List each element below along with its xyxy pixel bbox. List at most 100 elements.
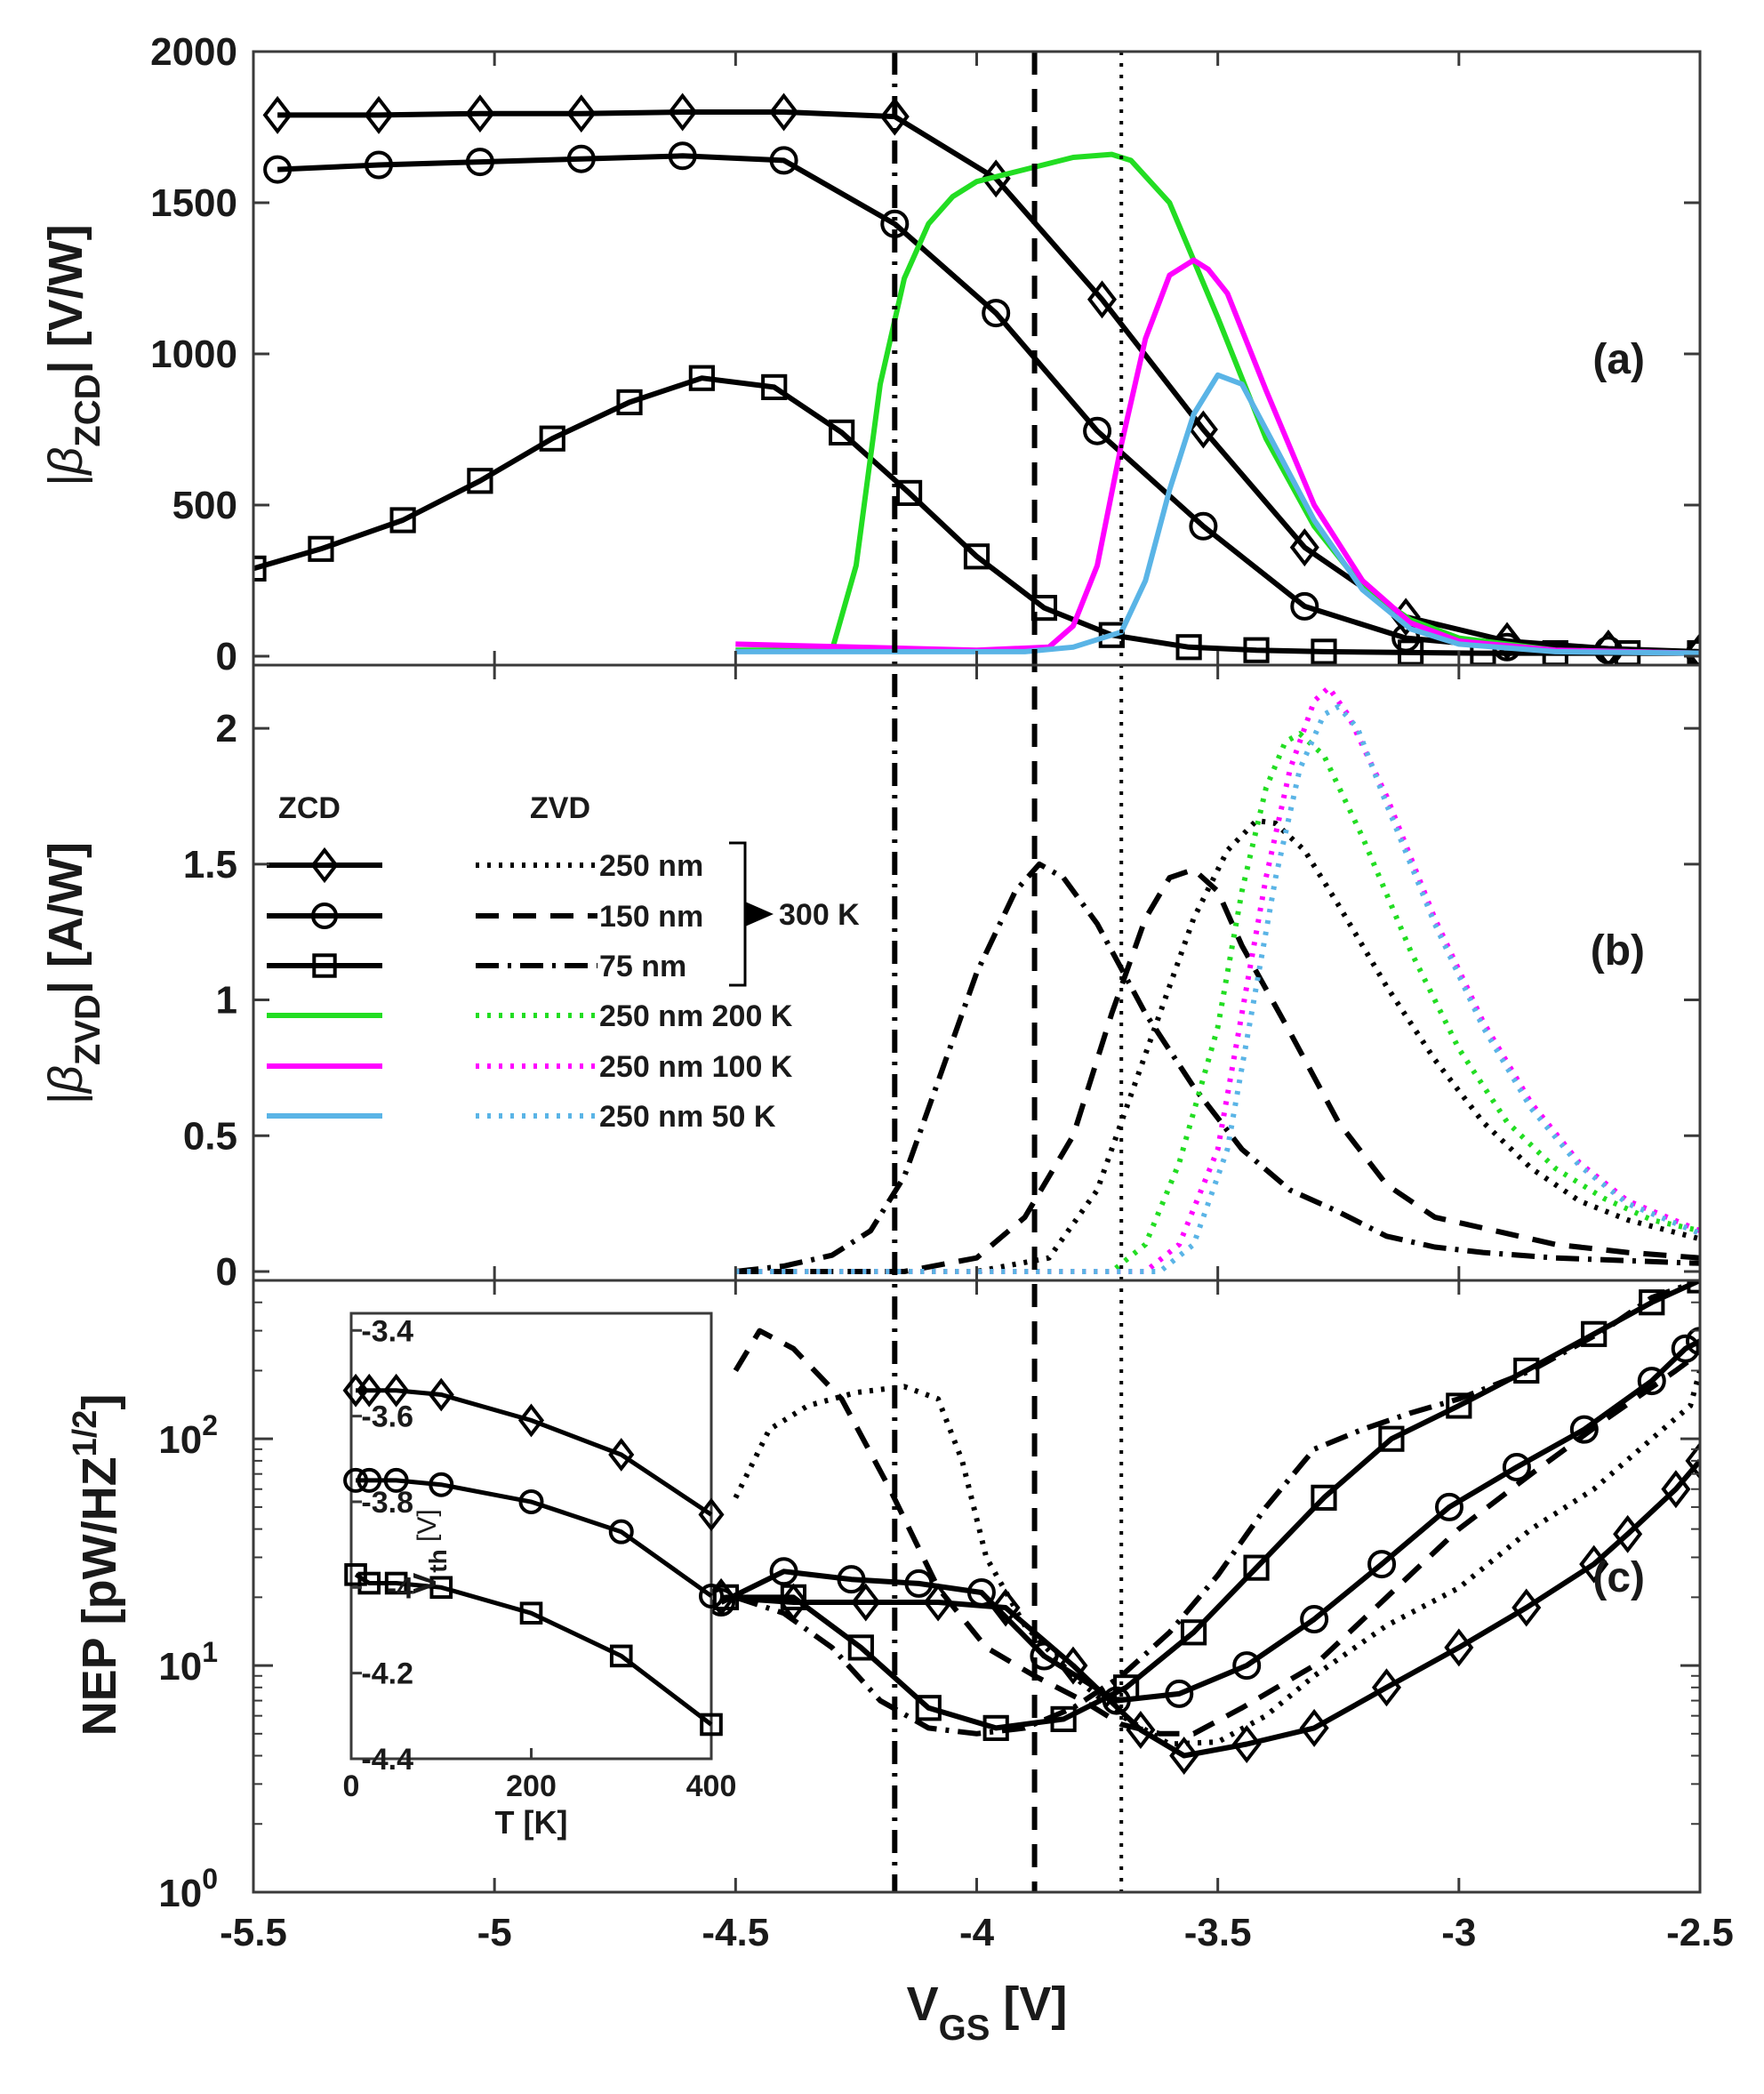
circle-marker	[1290, 591, 1319, 621]
inset-square-marker	[700, 1713, 723, 1737]
diamond-marker	[769, 92, 799, 132]
legend-bracket-label: 300 K	[779, 898, 860, 932]
x-axis-label: VGS [V]	[907, 1978, 1068, 2048]
square-marker	[253, 555, 267, 582]
circle-marker	[668, 141, 697, 171]
xtick-label: -3.5	[1184, 1911, 1252, 1954]
circle-marker	[566, 144, 596, 173]
a-series-zcd-250-nm-200-k	[735, 151, 1700, 656]
diamond-marker	[262, 95, 293, 134]
square-marker	[308, 535, 334, 562]
c-markers	[712, 1280, 1700, 1741]
circle-marker	[1434, 1492, 1463, 1521]
legend-bracket-arrow	[745, 902, 774, 927]
inset-diamond-marker	[608, 1438, 635, 1472]
circle-marker	[1637, 1367, 1666, 1396]
b-series-zvd-250-nm-200-k	[735, 731, 1700, 1274]
c-series-zvd-250-nm-300-k	[733, 1369, 1700, 1747]
square-marker	[761, 373, 788, 400]
diamond-marker	[1579, 1544, 1609, 1584]
legend-header-zcd: ZCD	[278, 791, 341, 825]
square-marker	[1378, 1425, 1405, 1452]
inset-frame	[349, 1312, 713, 1761]
diamond-marker	[1661, 1470, 1691, 1509]
inset-series-75-nm	[354, 1572, 713, 1727]
diamond-marker	[1058, 1646, 1088, 1685]
inset-square-marker	[519, 1601, 543, 1625]
legend-zvd-label: 150 nm	[599, 900, 703, 934]
diamond-marker	[1169, 1737, 1199, 1776]
a-series-zcd-250-nm-100-k	[735, 257, 1700, 656]
a-series-zcd-250-nm-300-k	[277, 109, 1700, 654]
square-marker	[1113, 1674, 1140, 1701]
square-marker	[1243, 1554, 1270, 1581]
inset-x-axis-label: T [K]	[495, 1804, 568, 1841]
square-marker	[1581, 1320, 1608, 1347]
c-series-zvd-150-nm-300-k	[733, 1328, 1700, 1737]
square-marker	[1030, 595, 1058, 622]
square-marker	[1098, 622, 1125, 648]
square-marker	[1513, 1357, 1540, 1384]
circle-marker	[365, 150, 394, 180]
panel-label-a: (a)	[1592, 336, 1645, 383]
square-marker	[389, 507, 416, 534]
square-marker	[829, 419, 855, 445]
circle-marker	[1569, 1415, 1599, 1444]
c-series-zvd-75-nm-300-k	[734, 1280, 1700, 1737]
inset-series-250-nm	[356, 1388, 713, 1517]
square-marker	[1639, 1289, 1665, 1316]
b-series-zvd-75-nm-300-k	[734, 861, 1700, 1274]
circle-marker	[1165, 1679, 1194, 1708]
c-series-zcd-75-nm-300-k	[726, 1280, 1700, 1731]
legend-diamond-marker	[310, 846, 339, 884]
shared-x-axis: -5.5 -5 -4.5 -4 -3.5 -3 -2.5 VGS [V]	[220, 1911, 1734, 2048]
inset-ytick-label: -4	[387, 1571, 413, 1605]
diamond-marker	[1086, 280, 1118, 319]
a-series-zcd-250-nm-50-k	[735, 372, 1700, 656]
inset-vth-vs-t: -3.4 -3.6 -3.8 -4 -4.2 -4.40 200 400 T [K] Vth [V…	[343, 1312, 736, 1841]
legend-zvd-label: 75 nm	[599, 950, 686, 983]
c-markers	[706, 1441, 1700, 1776]
c-series-zcd-250-nm-300-k	[720, 1458, 1700, 1759]
a-ytick-label: 500	[172, 484, 237, 527]
diamond-marker	[1685, 1441, 1700, 1480]
inset-diamond-marker	[517, 1403, 545, 1438]
a-series-zcd-75-nm-300-k	[253, 375, 1700, 656]
circle-marker	[769, 146, 798, 175]
inset-circle-marker	[608, 1519, 634, 1544]
square-marker	[915, 1695, 942, 1721]
b-ytick-label: 0	[216, 1250, 237, 1294]
circle-marker	[1083, 416, 1112, 445]
panel-a	[253, 92, 1700, 665]
b-series-zvd-250-nm-50-k	[735, 703, 1700, 1274]
diamond-marker	[465, 94, 495, 133]
square-marker	[847, 1634, 874, 1661]
threshold-lines	[892, 52, 1124, 1892]
inset-circle-marker	[429, 1472, 454, 1497]
circle-marker	[1030, 1641, 1059, 1671]
diamond-marker	[1511, 1588, 1542, 1627]
inset-circle-marker	[699, 1583, 724, 1609]
inset-ytick-label: -3.6	[361, 1400, 413, 1434]
circle-marker	[1502, 1453, 1531, 1482]
diamond-marker	[566, 94, 597, 133]
square-marker	[688, 365, 715, 391]
b-y-axis-label: |βZVD| [A/W]	[39, 842, 108, 1105]
xtick-label: -2.5	[1666, 1911, 1734, 1954]
square-marker	[1311, 1484, 1337, 1511]
square-marker	[780, 1584, 807, 1610]
b-series-zvd-250-nm-300-k	[735, 817, 1700, 1274]
inset-y-axis-label: Vth [V]	[406, 1509, 452, 1593]
square-marker	[1243, 637, 1270, 663]
diamond-marker	[1371, 1668, 1402, 1707]
diamond-marker	[851, 1583, 881, 1622]
circle-marker	[966, 1577, 996, 1607]
inset-ytick-label: -4.2	[361, 1657, 413, 1691]
square-marker	[963, 543, 990, 570]
circle-marker	[1300, 1605, 1329, 1634]
legend: ZCD ZVD 250 nm 150 nm 75 nm 250 nm 200 K 250 n…	[267, 791, 860, 1134]
panel-label-c: (c)	[1592, 1554, 1645, 1601]
square-marker	[467, 468, 493, 494]
circle-marker	[465, 148, 494, 177]
